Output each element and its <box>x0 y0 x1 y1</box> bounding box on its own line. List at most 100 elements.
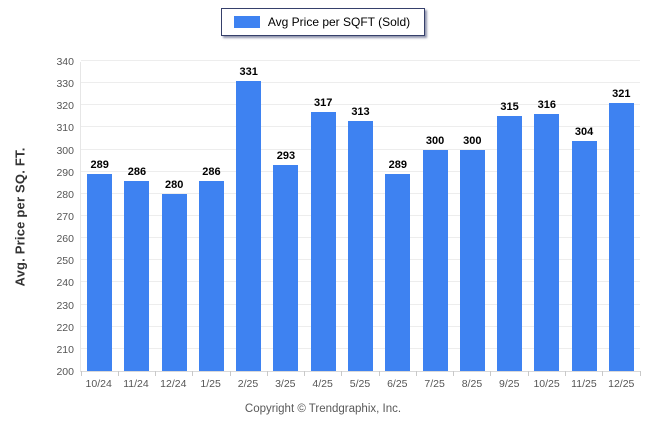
bar-group-2/25: 331 <box>230 62 267 371</box>
y-axis-tick-labels: 200 210 220 230 240 250 260 270 280 290 300 310 320 3… <box>40 56 76 378</box>
y-tick-label: 340 <box>56 56 74 68</box>
bar-value-label: 313 <box>351 105 370 118</box>
y-tick-label: 260 <box>56 233 74 246</box>
bar-group-10/25: 316 <box>528 62 565 371</box>
bar-group-8/25: 300 <box>454 62 491 371</box>
bar-value-label: 289 <box>388 158 407 171</box>
bar-group-7/25: 300 <box>416 62 453 371</box>
y-tick-label: 210 <box>56 343 74 356</box>
bar-value-label: 304 <box>574 125 594 138</box>
bars-row: 289 286 280 286 331 293 317 313 289 300 300 315 316 3… <box>81 62 640 371</box>
bar[interactable] <box>422 149 448 371</box>
bar-value-label: 300 <box>425 134 445 147</box>
bar-value-label: 286 <box>127 165 147 178</box>
bar-value-label: 321 <box>612 88 631 101</box>
x-axis-tick <box>602 371 604 376</box>
bar-value-label: 316 <box>537 99 556 112</box>
bar-value-label: 315 <box>500 101 519 114</box>
bar[interactable] <box>236 80 262 371</box>
bar[interactable] <box>385 173 411 371</box>
legend-row: Avg Price per SQFT (Sold) <box>0 8 646 36</box>
x-axis-tick <box>155 371 157 376</box>
bar[interactable] <box>459 149 485 371</box>
y-tick-label: 270 <box>56 211 74 223</box>
bar[interactable] <box>161 193 187 371</box>
legend-swatch-icon <box>233 16 260 28</box>
bar-group-11/25: 304 <box>565 62 602 371</box>
legend: Avg Price per SQFT (Sold) <box>220 8 426 36</box>
x-tick-label: 5/25 <box>349 378 371 390</box>
bar-value-label: 289 <box>90 158 109 171</box>
y-tick-label: 220 <box>56 321 74 334</box>
bar-group-6/25: 289 <box>379 62 416 371</box>
bar-group-11/24: 286 <box>118 62 155 371</box>
bar-group-10/24: 289 <box>81 62 118 371</box>
x-tick-label: 9/25 <box>499 378 520 390</box>
plot-column: 289 286 280 286 331 293 317 313 289 300 300 315 316 3… <box>80 60 641 390</box>
x-axis-tick-labels: 10/24 11/24 12/24 1/25 2/25 3/25 4/25 5/25 6/25 7… <box>80 378 640 390</box>
bar[interactable] <box>87 173 113 371</box>
y-tick-label: 290 <box>56 166 74 179</box>
x-tick-label: 11/25 <box>571 378 597 390</box>
bar-group-3/25: 293 <box>267 62 304 371</box>
x-tick-label: 2/25 <box>237 378 259 390</box>
bar-group-12/24: 280 <box>156 62 193 371</box>
bar[interactable] <box>571 140 597 371</box>
x-axis-tick <box>304 371 306 376</box>
x-axis-tick <box>490 371 492 376</box>
y-tick-label: 240 <box>56 277 74 290</box>
gridline <box>81 60 640 61</box>
gridline <box>81 82 640 84</box>
x-axis-tick <box>564 371 566 376</box>
bar[interactable] <box>608 103 634 371</box>
bar[interactable] <box>124 180 150 371</box>
x-tick-label: 4/25 <box>312 378 333 390</box>
bar-value-label: 286 <box>202 165 221 178</box>
x-tick-label: 6/25 <box>387 378 408 390</box>
bar[interactable] <box>347 120 373 371</box>
x-tick-label: 10/24 <box>85 378 112 390</box>
bar[interactable] <box>497 116 523 371</box>
y-tick-label: 250 <box>56 255 74 268</box>
x-tick-label: 12/25 <box>608 378 635 390</box>
y-axis-title-column: Avg. Price per SQ. FT. <box>0 62 40 372</box>
copyright-text: Copyright © Trendgraphix, Inc. <box>244 403 402 415</box>
bar-value-label: 300 <box>463 134 482 147</box>
y-tick-label: 200 <box>56 366 74 378</box>
x-axis-tick <box>639 371 641 376</box>
plot-area: 289 286 280 286 331 293 317 313 289 300 300 315 316 3… <box>80 60 641 376</box>
x-tick-label: 10/25 <box>533 378 560 390</box>
x-tick-label: 8/25 <box>461 378 483 390</box>
x-axis-tick <box>192 371 194 376</box>
bar-value-label: 280 <box>164 178 184 191</box>
bar[interactable] <box>198 180 224 371</box>
x-tick-label: 11/24 <box>123 378 149 390</box>
legend-label: Avg Price per SQFT (Sold) <box>267 15 411 29</box>
bar-group-5/25: 313 <box>342 62 379 371</box>
bar-value-label: 317 <box>314 96 333 109</box>
y-tick-label: 330 <box>56 78 74 91</box>
chart-body: Avg. Price per SQ. FT. 200 210 220 230 240 25… <box>0 56 646 390</box>
y-tick-label: 320 <box>56 100 74 113</box>
y-axis-title: Avg. Price per SQ. FT. <box>12 147 28 287</box>
x-axis-tick <box>229 371 231 376</box>
x-tick-label: 1/25 <box>200 378 221 390</box>
x-tick-label: 3/25 <box>275 378 296 390</box>
x-tick-label: 12/24 <box>160 378 187 390</box>
bar-value-label: 293 <box>276 150 296 163</box>
bar-group-9/25: 315 <box>491 62 528 371</box>
x-tick-label: 7/25 <box>424 378 445 390</box>
bar[interactable] <box>273 165 299 371</box>
y-tick-label: 230 <box>56 299 74 312</box>
y-tick-label: 310 <box>56 122 74 135</box>
bar[interactable] <box>310 111 336 371</box>
x-axis-tick <box>527 371 529 376</box>
gridline <box>81 104 640 106</box>
bar-group-1/25: 286 <box>193 62 230 371</box>
x-axis-tick <box>341 371 343 376</box>
bar[interactable] <box>534 114 560 371</box>
x-axis-tick <box>453 371 455 376</box>
bar-group-4/25: 317 <box>305 62 342 371</box>
x-axis-tick <box>266 371 268 376</box>
